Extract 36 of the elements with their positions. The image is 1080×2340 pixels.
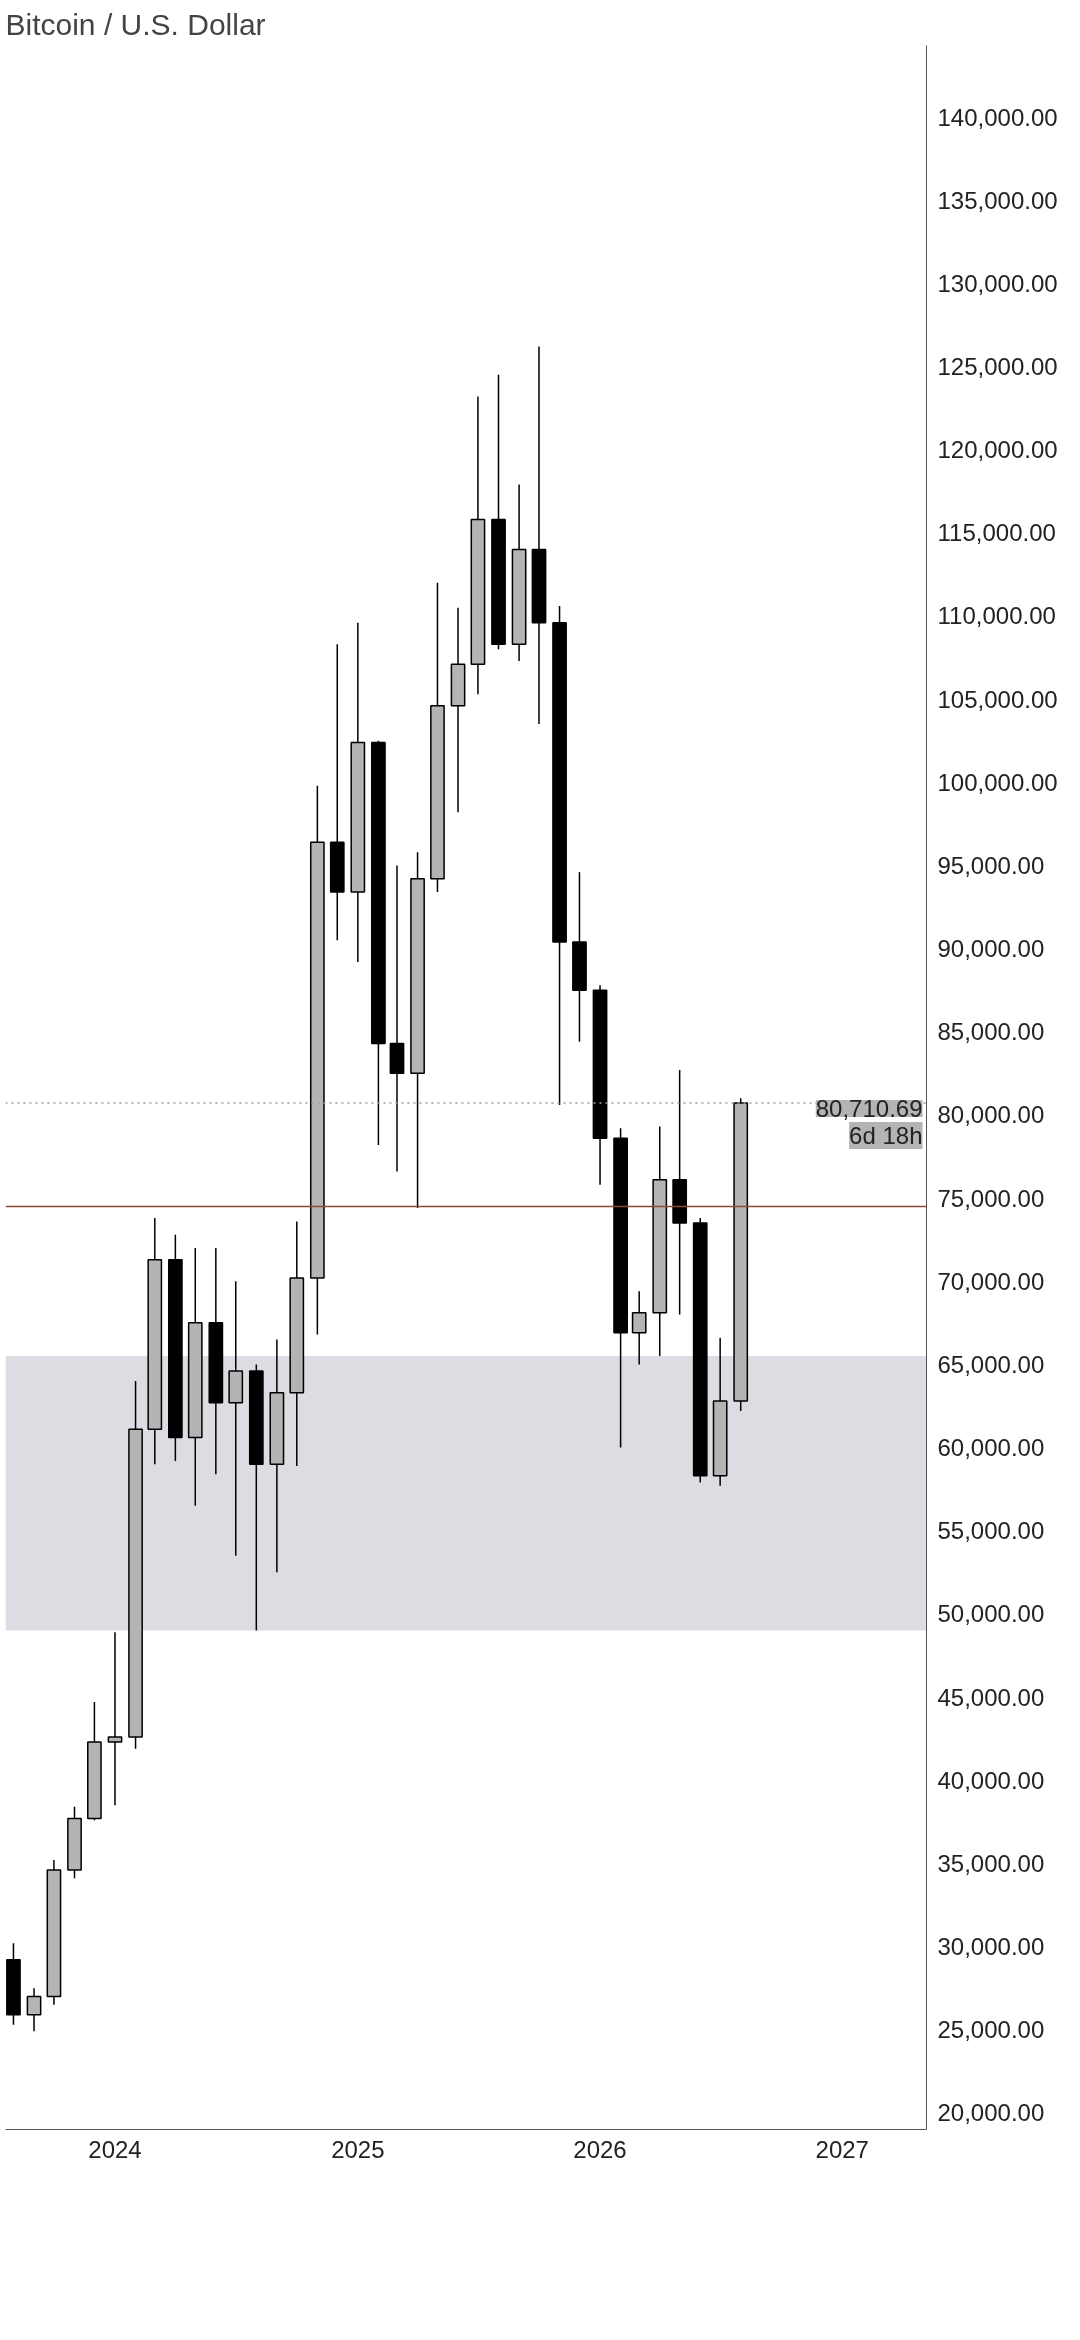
y-tick-label: 100,000.00 [937, 768, 1058, 796]
x-tick-label: 2024 [88, 2135, 142, 2163]
y-tick-label: 90,000.00 [937, 935, 1045, 963]
y-tick-label: 125,000.00 [937, 353, 1058, 380]
y-tick-label: 45,000.00 [937, 1683, 1045, 1711]
annotation: 6d 18h [849, 1122, 923, 1150]
x-tick-label: 2025 [331, 2135, 385, 2163]
y-tick-label: 105,000.00 [937, 685, 1058, 713]
y-tick-label: 30,000.00 [937, 1933, 1045, 1961]
candlestick [389, 864, 405, 1173]
y-tick-label: 35,000.00 [937, 1849, 1045, 1877]
y-tick-label: 75,000.00 [937, 1184, 1045, 1212]
y-tick-label: 140,000.00 [937, 103, 1058, 131]
x-tick-label: 2027 [815, 2135, 869, 2163]
y-tick-label: 80,000.00 [937, 1101, 1045, 1129]
y-tick-label: 50,000.00 [937, 1600, 1045, 1628]
y-tick-label: 55,000.00 [937, 1517, 1045, 1545]
y-tick-label: 130,000.00 [937, 269, 1058, 297]
y-tick-label: 120,000.00 [937, 436, 1058, 464]
chart-title: Bitcoin / U.S. Dollar [5, 7, 266, 41]
y-tick-label: 25,000.00 [937, 2016, 1045, 2044]
y-tick-label: 70,000.00 [937, 1267, 1045, 1295]
y-tick-label: 20,000.00 [937, 2099, 1045, 2127]
candlestick [631, 1290, 647, 1366]
y-tick-label: 85,000.00 [937, 1018, 1045, 1046]
y-tick-label: 95,000.00 [937, 851, 1045, 879]
candlestick [26, 1987, 42, 2033]
y-tick-label: 60,000.00 [937, 1434, 1045, 1462]
candlestick [107, 1631, 123, 1806]
x-tick-label: 2026 [573, 2135, 627, 2163]
y-tick-label: 65,000.00 [937, 1350, 1045, 1378]
y-tick-label: 135,000.00 [937, 186, 1058, 214]
ref-line-label: 80,710.69 [815, 1095, 923, 1123]
y-tick-label: 40,000.00 [937, 1766, 1045, 1794]
y-tick-label: 110,000.00 [937, 602, 1056, 630]
y-tick-label: 115,000.00 [937, 519, 1056, 547]
